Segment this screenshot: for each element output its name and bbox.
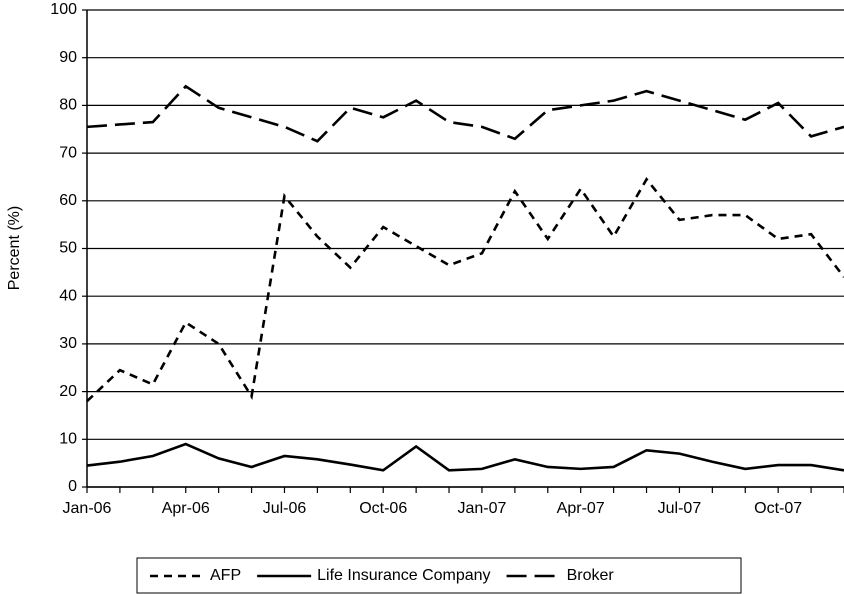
y-tick-label: 60 <box>59 192 77 209</box>
y-tick-label: 70 <box>59 144 77 161</box>
x-tick-label: Oct-06 <box>359 500 407 517</box>
y-tick-label: 50 <box>59 240 77 257</box>
y-tick-label: 0 <box>68 478 77 495</box>
x-tick-label: Jul-07 <box>658 500 702 517</box>
y-tick-label: 80 <box>59 97 77 114</box>
legend-label: Broker <box>567 567 615 584</box>
series-line <box>86 442 844 472</box>
y-tick-label: 40 <box>59 287 77 304</box>
series-line <box>86 177 844 403</box>
legend-label: Life Insurance Company <box>317 567 490 584</box>
y-axis-label: Percent (%) <box>6 206 23 290</box>
y-tick-label: 20 <box>59 383 77 400</box>
y-tick-label: 30 <box>59 335 77 352</box>
x-tick-label: Oct-07 <box>754 500 802 517</box>
x-tick-label: Apr-07 <box>557 500 605 517</box>
y-tick-label: 100 <box>50 1 77 18</box>
x-tick-label: Apr-06 <box>162 500 210 517</box>
y-tick-label: 10 <box>59 431 77 448</box>
series-line <box>86 84 844 143</box>
x-tick-label: Jan-06 <box>63 500 112 517</box>
legend-box <box>136 557 742 594</box>
y-tick-label: 90 <box>59 49 77 66</box>
x-tick-label: Jul-06 <box>263 500 307 517</box>
x-tick-label: Jan-07 <box>457 500 506 517</box>
legend-label: AFP <box>210 567 241 584</box>
